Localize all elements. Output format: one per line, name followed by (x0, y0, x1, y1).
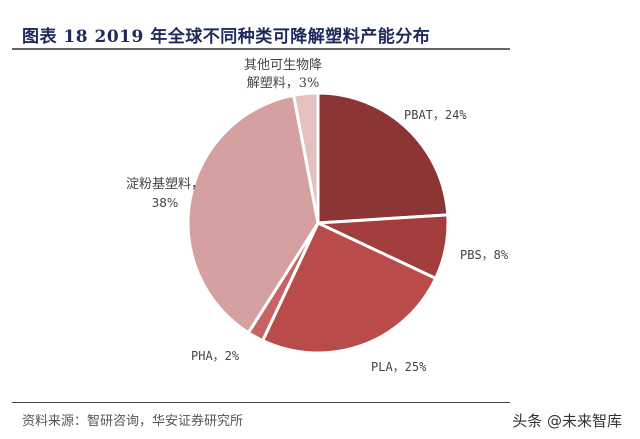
label-other-line1: 其他可生物降 (243, 58, 322, 73)
label-starch-line1: 淀粉基塑料， (125, 177, 204, 192)
title-divider (12, 48, 510, 50)
label-other-line2: 解塑料，3% (246, 76, 320, 91)
label-starch: 淀粉基塑料， 38% (115, 176, 215, 212)
figure-title: 图表 18 2019 年全球不同种类可降解塑料产能分布 (22, 27, 431, 47)
label-pha: PHA，2% (191, 349, 240, 363)
pie-slice-0 (316, 91, 450, 225)
label-pbat: PBAT，24% (404, 108, 467, 122)
pie-slice-4 (186, 93, 320, 335)
label-pla: PLA，25% (371, 360, 427, 374)
source-note: 资料来源：智研咨询，华安证券研究所 (22, 414, 244, 429)
label-starch-line2: 38% (151, 196, 179, 210)
pie-slice-5 (292, 91, 320, 225)
label-pbs: PBS，8% (460, 248, 509, 262)
label-other: 其他可生物降 解塑料，3% (228, 57, 338, 93)
watermark: 头条 @未来智库 (512, 412, 622, 430)
footer-divider (12, 402, 510, 403)
pie-slice-2 (261, 221, 438, 355)
